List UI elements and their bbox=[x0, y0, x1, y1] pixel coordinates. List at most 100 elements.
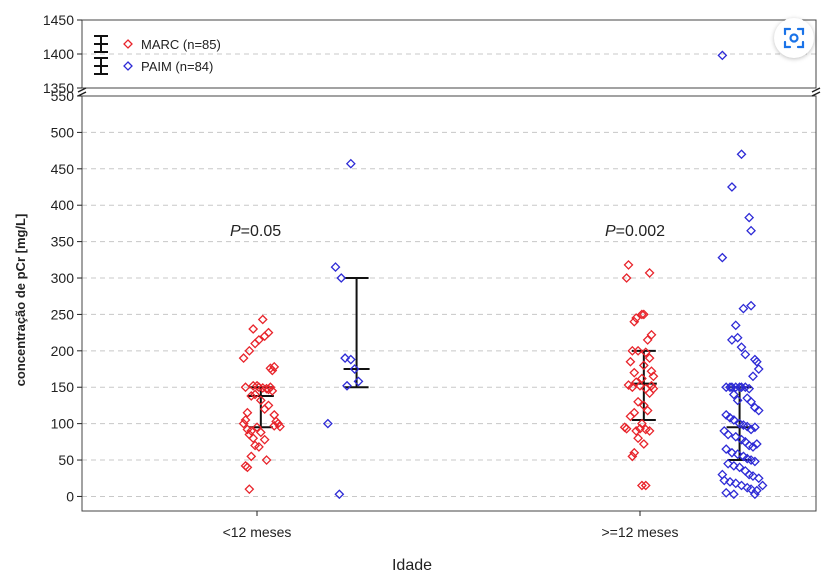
y-tick-label: 150 bbox=[51, 379, 75, 395]
data-point bbox=[322, 418, 333, 429]
data-point bbox=[627, 382, 638, 393]
data-point bbox=[746, 424, 756, 435]
x-tick-label: >=12 meses bbox=[601, 524, 678, 540]
y-tick-label: 400 bbox=[51, 197, 75, 213]
data-point bbox=[751, 485, 762, 496]
y-axis-label: concentração de pCr [mg/L] bbox=[13, 214, 28, 387]
data-point bbox=[736, 382, 747, 393]
data-point bbox=[631, 313, 642, 323]
axis-break-mark bbox=[811, 87, 821, 93]
data-point bbox=[342, 380, 352, 391]
data-point bbox=[732, 395, 743, 406]
plot-frame bbox=[77, 19, 821, 512]
data-point bbox=[248, 433, 259, 444]
data-point bbox=[730, 320, 741, 331]
data-point bbox=[240, 415, 251, 425]
data-point bbox=[625, 411, 636, 422]
data-point bbox=[252, 422, 262, 433]
data-point bbox=[244, 484, 255, 495]
data-point bbox=[250, 440, 261, 451]
data-point bbox=[736, 149, 747, 160]
y-tick-label: 50 bbox=[58, 452, 74, 468]
data-point bbox=[721, 487, 732, 498]
data-point bbox=[633, 433, 644, 444]
data-point bbox=[748, 371, 758, 382]
data-point bbox=[638, 400, 649, 411]
legend-marker bbox=[123, 61, 133, 71]
data-point bbox=[749, 489, 760, 500]
y-tick-label: 100 bbox=[51, 416, 75, 432]
data-point bbox=[636, 309, 647, 320]
data-point bbox=[727, 382, 737, 393]
data-point bbox=[244, 345, 255, 356]
data-point bbox=[638, 439, 649, 449]
annotations: P=0.05 P=0.002 bbox=[230, 223, 665, 240]
data-point bbox=[261, 455, 272, 465]
data-point bbox=[751, 356, 762, 367]
data-point bbox=[267, 385, 278, 396]
data-point bbox=[744, 383, 755, 394]
data-point bbox=[721, 444, 732, 455]
data-point bbox=[345, 158, 356, 169]
data-point bbox=[638, 360, 649, 371]
data-point bbox=[746, 225, 756, 236]
data-point bbox=[749, 456, 760, 467]
data-point bbox=[646, 380, 657, 391]
data-point bbox=[749, 422, 760, 433]
data-point bbox=[736, 342, 747, 353]
axis-break-mark bbox=[811, 91, 821, 97]
data-point bbox=[740, 349, 751, 360]
y-tick-label: 550 bbox=[51, 88, 75, 104]
data-point bbox=[248, 324, 259, 334]
data-point bbox=[642, 334, 653, 345]
data-point bbox=[644, 353, 655, 364]
data-point bbox=[246, 451, 257, 462]
data-point bbox=[633, 396, 644, 407]
visual-search-button[interactable] bbox=[774, 18, 814, 58]
data-point bbox=[636, 418, 647, 429]
data-point bbox=[746, 484, 756, 495]
data-point bbox=[246, 391, 257, 401]
legend-marker bbox=[123, 39, 133, 49]
data-point bbox=[734, 462, 745, 473]
data-point bbox=[631, 425, 642, 436]
data-point bbox=[255, 395, 266, 406]
data-point bbox=[238, 353, 249, 364]
data-point bbox=[629, 367, 640, 378]
data-point bbox=[635, 380, 645, 391]
data-point bbox=[640, 480, 651, 491]
data-point bbox=[746, 396, 756, 407]
data-point bbox=[623, 259, 634, 270]
data-point bbox=[757, 480, 768, 491]
axis-break-mark bbox=[77, 91, 87, 97]
scan-icon bbox=[783, 27, 805, 49]
y-tick-label: 0 bbox=[66, 488, 74, 504]
x-tick-label: <12 meses bbox=[223, 524, 292, 540]
data-point bbox=[744, 212, 755, 223]
data-point bbox=[636, 373, 647, 384]
data-point bbox=[753, 405, 764, 416]
data-point bbox=[638, 309, 649, 320]
data-point bbox=[748, 442, 758, 452]
data-point bbox=[269, 420, 280, 431]
p-value-annotation: P=0.05 bbox=[230, 223, 281, 240]
legend: MARC (n=85) PAIM (n=84) bbox=[94, 35, 221, 75]
data-point bbox=[242, 462, 253, 473]
data-point bbox=[263, 400, 274, 411]
p-value-annotation: P=0.002 bbox=[605, 223, 665, 240]
data-point bbox=[267, 365, 278, 376]
data-point bbox=[746, 300, 756, 311]
data-point bbox=[730, 478, 741, 489]
data-point bbox=[250, 389, 261, 400]
data-point bbox=[644, 268, 655, 278]
y-tick-label: 1450 bbox=[43, 12, 74, 28]
data-point bbox=[253, 442, 264, 452]
data-point bbox=[629, 447, 640, 458]
data-point bbox=[732, 449, 743, 460]
data-point bbox=[345, 354, 356, 365]
data-point bbox=[642, 405, 653, 416]
data-point bbox=[723, 429, 734, 440]
data-point bbox=[646, 366, 657, 377]
data-point bbox=[629, 316, 640, 327]
data-point bbox=[644, 388, 655, 398]
